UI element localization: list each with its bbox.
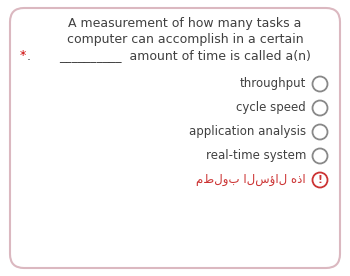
Text: application analysis: application analysis [189,126,306,139]
Text: real-time system: real-time system [206,150,306,163]
Circle shape [313,76,328,92]
Circle shape [313,148,328,163]
Text: __________  amount of time is called a(n): __________ amount of time is called a(n) [59,49,311,62]
Text: A measurement of how many tasks a: A measurement of how many tasks a [68,17,302,31]
FancyBboxPatch shape [10,8,340,268]
Text: cycle speed: cycle speed [236,102,306,115]
Text: .: . [27,49,31,62]
Text: !: ! [317,175,322,185]
Circle shape [313,172,328,187]
Circle shape [313,100,328,115]
Text: *: * [20,49,26,62]
Text: computer can accomplish in a certain: computer can accomplish in a certain [67,33,303,46]
Text: throughput: throughput [240,78,306,91]
Circle shape [313,124,328,139]
Text: مطلوب السؤال هذا: مطلوب السؤال هذا [196,174,306,187]
